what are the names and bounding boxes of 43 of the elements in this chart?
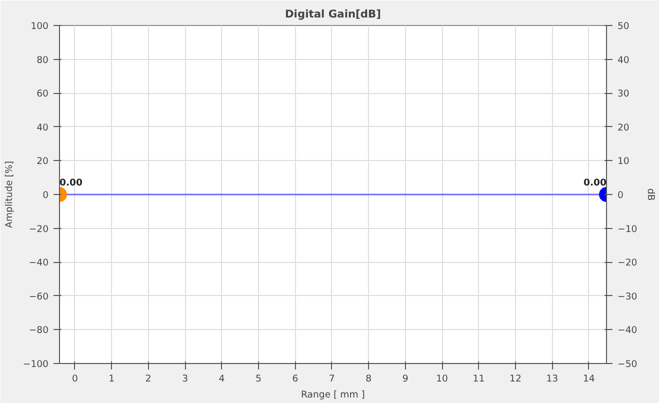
x-tick-label: 10 [436, 374, 448, 384]
y2-tick-label: 0 [618, 190, 624, 201]
y-tick-label: −80 [28, 325, 49, 336]
y2-tick-label: 50 [618, 21, 630, 32]
y2-tick-label: 30 [618, 88, 630, 100]
y2-tick-label: −40 [618, 325, 638, 336]
x-tick-label: 12 [510, 374, 522, 384]
x-tick-label: 6 [292, 374, 298, 384]
y-axis-title: Amplitude [%] [4, 161, 15, 228]
y2-tick-label: 40 [618, 54, 630, 66]
y2-tick-label: −50 [618, 359, 638, 370]
y-tick-label: 40 [36, 122, 49, 134]
y-tick-label: 0 [42, 190, 49, 201]
x-tick-label: 7 [328, 374, 335, 384]
y-tick-label: 60 [36, 88, 49, 100]
x-tick-label: 1 [108, 374, 115, 384]
y-tick-label: −100 [22, 359, 49, 370]
y-tick-label: −40 [28, 258, 49, 269]
y-tick-label: 20 [36, 156, 49, 168]
x-tick-label: 14 [582, 374, 595, 384]
y2-axis-title: dB [645, 188, 656, 201]
x-tick-label: 13 [546, 374, 558, 384]
x-axis-title: Range [ mm ] [301, 390, 365, 400]
x-tick-label: 11 [472, 374, 485, 384]
chart-title: Digital Gain[dB] [284, 8, 382, 20]
y-tick-label: 100 [30, 21, 49, 32]
x-tick-label: 5 [256, 374, 262, 384]
y2-tick-label: −30 [618, 291, 638, 302]
y-tick-label: 80 [36, 54, 49, 66]
y-tick-label: −20 [28, 224, 49, 235]
y-tick-label: −60 [28, 291, 49, 302]
y2-tick-label: 10 [618, 156, 630, 168]
x-tick-label: 2 [145, 374, 152, 384]
data-label: 0.00 [60, 178, 84, 188]
data-label: 0.00 [583, 178, 608, 188]
y2-tick-label: −10 [618, 224, 638, 235]
x-tick-label: 3 [182, 374, 188, 384]
x-tick-label: 9 [402, 374, 408, 384]
x-tick-label: 0 [72, 374, 78, 384]
y2-tick-label: 20 [618, 122, 630, 134]
x-tick-label: 4 [218, 374, 225, 384]
x-tick-label: 8 [366, 374, 372, 384]
y2-tick-label: −20 [618, 258, 638, 269]
